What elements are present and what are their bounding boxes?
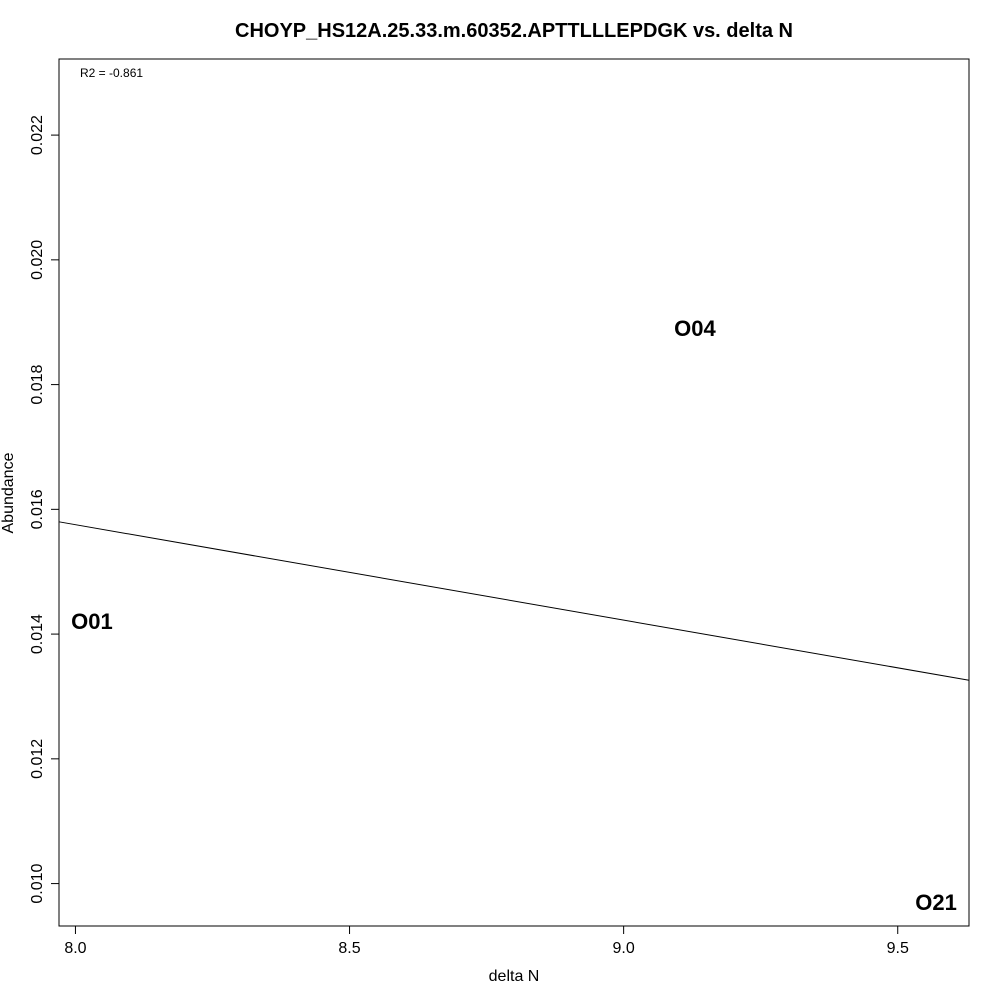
y-tick-label: 0.022	[29, 115, 46, 155]
y-tick-label: 0.016	[29, 489, 46, 529]
y-tick-label: 0.012	[29, 739, 46, 779]
regression-line	[58, 521, 970, 681]
y-axis: 0.010 0.012 0.014 0.016 0.018 0.020 0.022	[29, 115, 60, 904]
chart-title: CHOYP_HS12A.25.33.m.60352.APTTLLLEPDGK v…	[235, 20, 793, 42]
point-label: O21	[915, 890, 957, 915]
x-tick-label: 8.5	[338, 940, 360, 957]
y-tick-label: 0.014	[29, 614, 46, 654]
x-tick-label: 9.0	[613, 940, 635, 957]
y-axis-title: Abundance	[0, 452, 17, 533]
x-axis-title: delta N	[489, 968, 540, 985]
plot-area-frame	[58, 58, 970, 927]
x-tick-label: 9.5	[887, 940, 909, 957]
y-tick-label: 0.020	[29, 240, 46, 280]
point-label: O04	[674, 316, 716, 341]
y-tick-label: 0.018	[29, 364, 46, 404]
plot-content: O01 O04 O21	[58, 316, 970, 915]
x-axis: 8.0 8.5 9.0 9.5	[64, 925, 909, 957]
point-label: O01	[71, 609, 113, 634]
y-tick-label: 0.010	[29, 863, 46, 903]
x-tick-label: 8.0	[64, 940, 86, 957]
r2-annotation: R2 = -0.861	[80, 66, 143, 80]
